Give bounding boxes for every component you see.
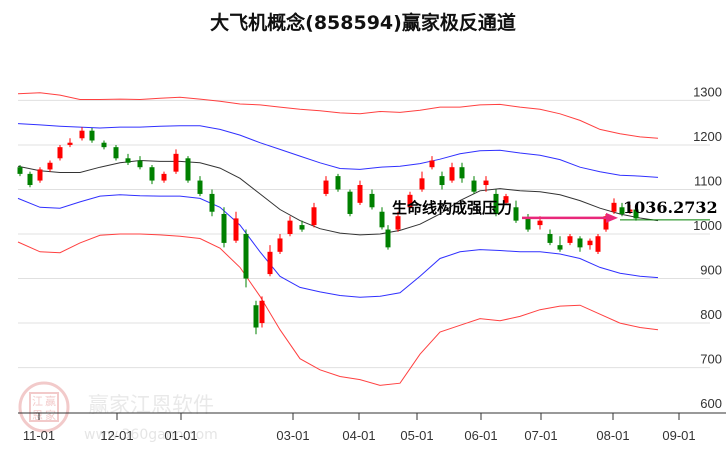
candle (449, 167, 455, 181)
candle (503, 196, 509, 203)
candle (125, 158, 131, 163)
candle (369, 193, 375, 208)
candle (253, 305, 259, 328)
candle (113, 147, 119, 159)
candle (537, 220, 543, 226)
candle (209, 193, 215, 212)
price-level-label: 1036.2732 (623, 198, 718, 217)
candle (137, 160, 143, 168)
candle (619, 207, 625, 214)
candle (47, 162, 53, 170)
x-axis-label: 06-01 (464, 428, 497, 443)
watermark-url: www.360gann.com (84, 427, 218, 443)
candle (287, 220, 293, 234)
arrow-head-icon (606, 212, 618, 223)
x-axis-label: 08-01 (596, 428, 629, 443)
candle (627, 209, 633, 212)
candle (243, 234, 249, 279)
upper-inner-band (17, 123, 659, 178)
candle (267, 251, 273, 275)
candle (379, 211, 385, 228)
svg-text:赢: 赢 (45, 394, 56, 408)
x-axis-label: 04-01 (342, 428, 375, 443)
y-axis-label: 1000 (693, 218, 722, 233)
candle (37, 169, 43, 181)
candle (471, 180, 477, 192)
candle (429, 160, 435, 168)
x-axis-label: 12-01 (100, 428, 133, 443)
candle (603, 216, 609, 230)
y-axis-label: 600 (700, 396, 722, 411)
y-axis-label: 1200 (693, 129, 722, 144)
chart-title: 大飞机概念(858594)赢家极反通道 (210, 12, 516, 34)
svg-text:江: 江 (32, 395, 43, 408)
candle (17, 167, 23, 174)
candle (385, 229, 391, 248)
candle (493, 193, 499, 214)
candle (67, 142, 73, 145)
candle (197, 180, 203, 194)
candle (335, 176, 341, 190)
candle (595, 236, 601, 252)
x-axis-label: 07-01 (524, 428, 557, 443)
pressure-annotation: 生命线构成强压力 (392, 199, 512, 217)
candle (547, 234, 553, 243)
candle (357, 185, 363, 203)
upper-outer-band (17, 92, 659, 139)
x-axis-label: 01-01 (164, 428, 197, 443)
y-axis-label: 900 (700, 263, 722, 278)
lower-outer-band (17, 233, 659, 386)
candle (149, 167, 155, 181)
candle (277, 238, 283, 252)
candle (57, 147, 63, 159)
x-axis-label: 05-01 (400, 428, 433, 443)
candle (459, 167, 465, 179)
candle (611, 202, 617, 212)
candle (557, 245, 563, 250)
y-axis-label: 1300 (693, 84, 722, 99)
candlesticks (17, 127, 639, 335)
y-axis-label: 700 (700, 352, 722, 367)
candle (439, 176, 445, 186)
svg-text:家: 家 (45, 408, 56, 422)
candle (27, 173, 33, 186)
candle (633, 209, 639, 219)
candle (323, 180, 329, 194)
candle (347, 191, 353, 214)
y-axis-label: 1100 (694, 173, 722, 188)
x-axis-label: 11-01 (23, 428, 55, 443)
candle (395, 216, 401, 230)
seal-icon (29, 392, 59, 422)
candle (419, 178, 425, 190)
lifeline-middle-band (17, 159, 659, 236)
x-axis-label: 09-01 (662, 428, 695, 443)
candle (79, 130, 85, 139)
candle (173, 153, 179, 172)
candle (101, 142, 107, 148)
candle (525, 218, 531, 230)
candle (311, 207, 317, 226)
svg-text:恩: 恩 (32, 409, 43, 422)
candle (407, 194, 413, 208)
x-axis-label: 03-01 (276, 428, 309, 443)
candle (259, 300, 265, 324)
candle (89, 130, 95, 141)
candle (161, 173, 167, 181)
candle (185, 158, 191, 181)
candle (483, 180, 489, 186)
lower-inner-band (17, 194, 659, 298)
y-axis-label: 800 (700, 307, 722, 322)
candle (587, 240, 593, 246)
candle (299, 225, 305, 230)
candle (567, 236, 573, 243)
candle (513, 207, 519, 221)
candle (233, 218, 239, 241)
candle (221, 213, 227, 243)
candle (577, 238, 583, 248)
